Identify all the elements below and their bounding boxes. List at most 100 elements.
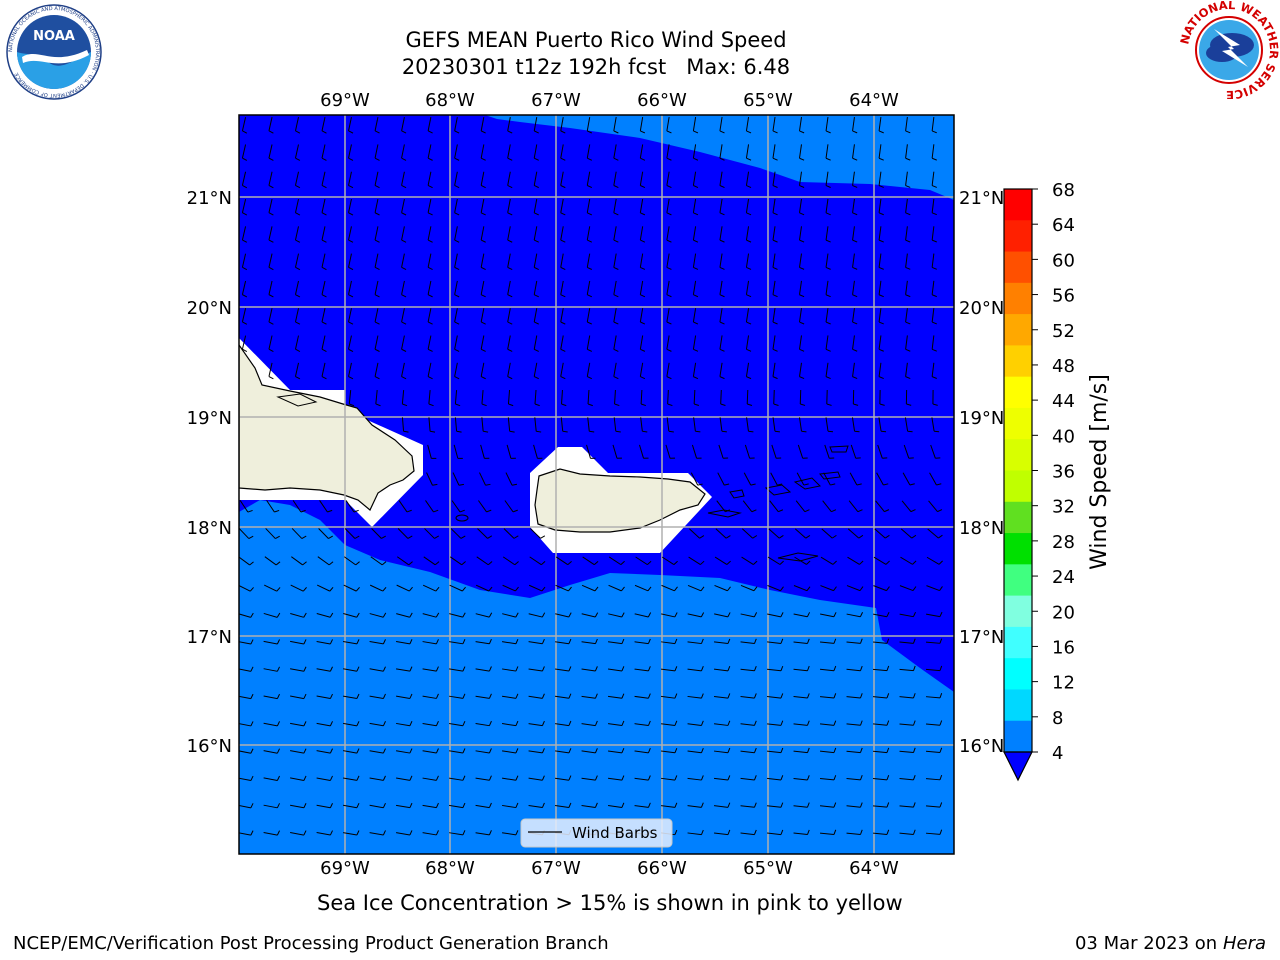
wind-barb bbox=[797, 444, 804, 459]
wind-barb bbox=[692, 171, 697, 186]
wind-barb-flag bbox=[905, 157, 911, 161]
wind-barb-flag bbox=[276, 693, 280, 699]
wind-barb-flag bbox=[434, 535, 440, 539]
wind-barb-flag bbox=[753, 747, 757, 753]
wind-barb bbox=[825, 253, 829, 268]
wind-barb bbox=[899, 778, 914, 781]
wind-barb bbox=[290, 584, 304, 592]
wind-barb-flag bbox=[435, 666, 439, 672]
wind-barb-flag bbox=[693, 376, 699, 380]
wind-barb bbox=[799, 198, 802, 213]
wind-barb bbox=[740, 750, 755, 754]
wind-band-south bbox=[239, 500, 954, 854]
wind-barb-flag bbox=[454, 157, 460, 161]
lat-label-left: 21°N bbox=[187, 188, 232, 209]
wind-barb-flag bbox=[409, 830, 413, 836]
wind-barb bbox=[667, 389, 669, 405]
wind-barb-flag bbox=[825, 348, 831, 352]
island-vieques bbox=[707, 509, 742, 518]
wind-barb-flag bbox=[541, 638, 545, 644]
wind-barb-flag bbox=[752, 535, 758, 539]
wind-barb-flag bbox=[534, 130, 539, 134]
wind-barb-flag bbox=[303, 803, 307, 808]
wind-barb bbox=[873, 613, 887, 618]
wind-barb bbox=[873, 556, 887, 565]
wind-barb-flag bbox=[401, 212, 407, 216]
footer-machine: Hera bbox=[1222, 933, 1266, 954]
wind-barb bbox=[793, 585, 808, 592]
wind-barb bbox=[428, 389, 431, 405]
wind-barb-flag bbox=[355, 561, 360, 566]
wind-barb-flag bbox=[615, 430, 621, 433]
wind-barb-flag bbox=[806, 747, 810, 753]
wind-barb-flag bbox=[780, 829, 784, 835]
wind-barb bbox=[766, 668, 782, 672]
wind-barb bbox=[533, 280, 538, 295]
wind-barb-flag bbox=[382, 830, 386, 836]
wind-barb-flag bbox=[409, 666, 413, 672]
wind-barb bbox=[772, 308, 776, 323]
wind-barb bbox=[374, 117, 379, 131]
wind-barb bbox=[294, 308, 300, 323]
wind-barb-flag bbox=[693, 348, 699, 352]
wind-barb-flag bbox=[826, 403, 832, 406]
wind-barb-flag bbox=[799, 321, 805, 325]
wind-barb bbox=[369, 668, 384, 672]
wind-barb-flag bbox=[825, 212, 831, 216]
wind-barb bbox=[846, 696, 861, 699]
wind-barb-flag bbox=[594, 666, 598, 672]
wind-barb-flag bbox=[719, 266, 725, 270]
wind-barb bbox=[666, 226, 670, 241]
wind-barb bbox=[480, 171, 485, 186]
wind-barb-flag bbox=[514, 561, 519, 566]
wind-barb bbox=[560, 226, 564, 241]
wind-barb-flag bbox=[295, 294, 301, 298]
wind-barb bbox=[825, 280, 829, 295]
wind-barb bbox=[401, 198, 405, 213]
wind-barb-flag bbox=[805, 534, 811, 539]
wind-barb-flag bbox=[881, 430, 887, 433]
wind-barb-flag bbox=[568, 748, 572, 754]
wind-barb-flag bbox=[427, 185, 433, 189]
wind-barb-flag bbox=[276, 612, 281, 618]
wind-barb-flag bbox=[329, 830, 333, 836]
wind-barb bbox=[745, 253, 750, 268]
wind-barb bbox=[714, 584, 728, 592]
wind-barb bbox=[666, 198, 670, 213]
wind-barb-flag bbox=[303, 612, 307, 618]
wind-barb-flag bbox=[699, 535, 705, 539]
wind-barb bbox=[607, 695, 623, 699]
wind-barb-flag bbox=[560, 212, 566, 216]
wind-barb bbox=[478, 500, 487, 513]
wind-barb-flag bbox=[727, 612, 731, 618]
wind-barb-flag bbox=[621, 586, 625, 592]
wind-barb bbox=[268, 144, 273, 159]
wind-barb bbox=[502, 668, 516, 672]
wind-barb bbox=[560, 171, 564, 186]
wind-barb bbox=[639, 226, 644, 241]
wind-barb-flag bbox=[356, 693, 360, 699]
colorbar bbox=[1003, 188, 1033, 782]
colorbar-segment bbox=[1004, 658, 1032, 690]
wind-barb bbox=[607, 668, 623, 672]
wind-barb-flag bbox=[832, 560, 837, 565]
wind-barb bbox=[607, 805, 623, 808]
wind-barb-flag bbox=[830, 483, 836, 486]
wind-barb bbox=[687, 668, 702, 672]
wind-barb bbox=[454, 308, 458, 323]
wind-barb-flag bbox=[666, 239, 672, 243]
wind-barb bbox=[294, 198, 300, 213]
wind-barb-flag bbox=[719, 239, 725, 243]
wind-barb-flag bbox=[507, 157, 513, 161]
wind-barb bbox=[713, 832, 729, 836]
wind-barb-flag bbox=[613, 130, 619, 134]
wind-barb-flag bbox=[242, 239, 248, 243]
wind-barb bbox=[475, 584, 490, 592]
wind-barb bbox=[560, 253, 564, 268]
wind-barb bbox=[772, 171, 776, 186]
wind-barb-flag bbox=[507, 321, 513, 325]
wind-barb bbox=[560, 198, 564, 213]
wind-barb-flag bbox=[515, 638, 519, 644]
wind-barb-flag bbox=[693, 294, 699, 298]
wind-barb bbox=[851, 417, 856, 432]
